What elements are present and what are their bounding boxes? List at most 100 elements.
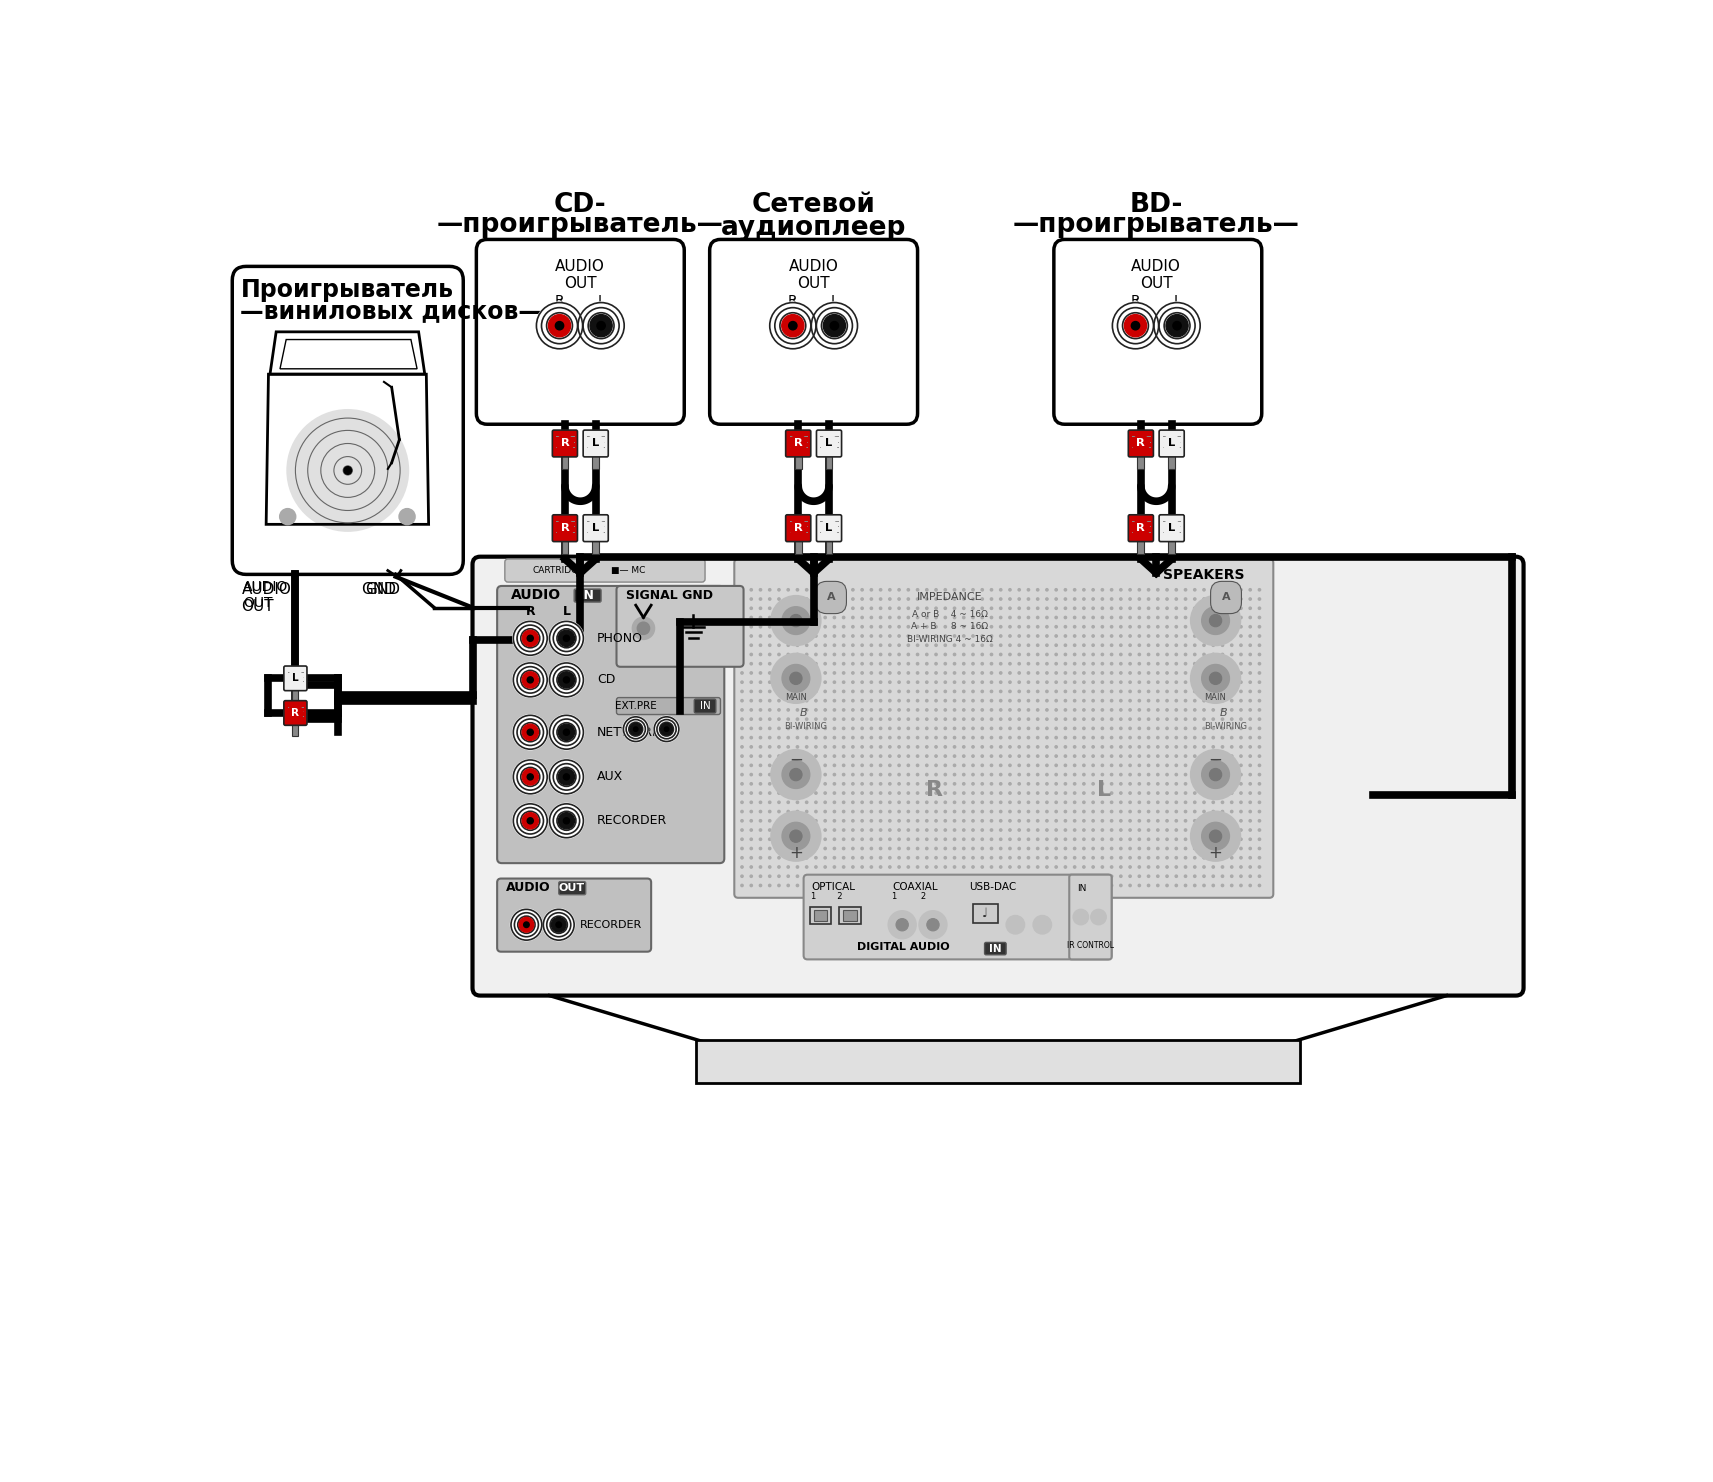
Circle shape (815, 708, 817, 711)
Circle shape (982, 608, 983, 609)
Circle shape (1156, 857, 1160, 860)
Circle shape (1045, 645, 1048, 646)
Circle shape (889, 662, 891, 665)
Circle shape (1156, 839, 1160, 840)
Circle shape (833, 820, 836, 823)
Circle shape (870, 874, 872, 877)
Circle shape (1036, 857, 1038, 860)
Circle shape (528, 774, 533, 780)
Circle shape (963, 885, 964, 886)
Circle shape (833, 691, 836, 692)
Circle shape (1221, 682, 1223, 683)
Circle shape (908, 634, 910, 637)
Circle shape (1000, 671, 1002, 674)
Circle shape (1055, 745, 1057, 748)
Circle shape (889, 625, 891, 628)
Circle shape (862, 588, 863, 591)
Circle shape (1240, 717, 1242, 720)
Circle shape (1230, 682, 1233, 683)
Circle shape (1221, 828, 1223, 831)
Circle shape (759, 717, 762, 720)
Circle shape (1055, 634, 1057, 637)
Circle shape (935, 654, 937, 655)
Circle shape (1045, 848, 1048, 849)
Circle shape (1213, 774, 1215, 775)
Circle shape (1072, 910, 1088, 925)
Circle shape (1055, 765, 1057, 766)
Circle shape (1120, 617, 1122, 618)
Circle shape (1083, 811, 1084, 812)
Circle shape (1137, 865, 1141, 868)
FancyBboxPatch shape (284, 665, 307, 691)
Circle shape (889, 645, 891, 646)
Circle shape (1129, 839, 1131, 840)
Circle shape (925, 728, 928, 729)
Circle shape (1230, 608, 1233, 609)
Circle shape (1018, 708, 1021, 711)
Circle shape (1203, 848, 1206, 849)
Circle shape (1028, 885, 1030, 886)
Circle shape (1000, 865, 1002, 868)
Circle shape (1101, 634, 1103, 637)
Text: R: R (560, 523, 569, 534)
Circle shape (805, 634, 809, 637)
Circle shape (759, 745, 762, 748)
Circle shape (1036, 608, 1038, 609)
Circle shape (1000, 625, 1002, 628)
Circle shape (1112, 302, 1158, 348)
Circle shape (769, 617, 771, 618)
Circle shape (1009, 682, 1011, 683)
Circle shape (1129, 597, 1131, 600)
Circle shape (750, 765, 752, 766)
Circle shape (944, 625, 947, 628)
Circle shape (1213, 754, 1215, 757)
Circle shape (1259, 885, 1261, 886)
Circle shape (769, 865, 771, 868)
Circle shape (759, 634, 762, 637)
Circle shape (1131, 322, 1139, 330)
Circle shape (524, 922, 529, 928)
Circle shape (1167, 782, 1168, 785)
Circle shape (759, 625, 762, 628)
Circle shape (1009, 634, 1011, 637)
Circle shape (805, 782, 809, 785)
Circle shape (1064, 885, 1067, 886)
Circle shape (1184, 728, 1187, 729)
Circle shape (1074, 820, 1076, 823)
Circle shape (870, 857, 872, 860)
Circle shape (1148, 728, 1149, 729)
Circle shape (815, 634, 817, 637)
Text: L: L (1168, 439, 1175, 449)
Circle shape (870, 811, 872, 812)
Circle shape (1036, 839, 1038, 840)
Circle shape (1120, 717, 1122, 720)
Circle shape (1074, 791, 1076, 794)
Circle shape (990, 745, 992, 748)
Circle shape (1110, 774, 1113, 775)
Circle shape (1194, 765, 1196, 766)
Circle shape (982, 791, 983, 794)
Text: —проигрыватель—: —проигрыватель— (437, 212, 725, 239)
Circle shape (833, 717, 836, 720)
Circle shape (1129, 828, 1131, 831)
Circle shape (1184, 782, 1187, 785)
Circle shape (898, 848, 901, 849)
Circle shape (851, 625, 855, 628)
Circle shape (1184, 662, 1187, 665)
Circle shape (1156, 737, 1160, 740)
Circle shape (879, 765, 882, 766)
Text: A or B    4 ~ 16Ω: A or B 4 ~ 16Ω (911, 611, 988, 619)
Text: R: R (555, 293, 564, 308)
Circle shape (925, 597, 928, 600)
Circle shape (944, 671, 947, 674)
Circle shape (1156, 708, 1160, 711)
Circle shape (1091, 910, 1107, 925)
Circle shape (815, 728, 817, 729)
Circle shape (833, 708, 836, 711)
Circle shape (1028, 820, 1030, 823)
Circle shape (851, 782, 855, 785)
Circle shape (833, 700, 836, 702)
Circle shape (1175, 802, 1177, 803)
Circle shape (1009, 662, 1011, 665)
Circle shape (1036, 717, 1038, 720)
